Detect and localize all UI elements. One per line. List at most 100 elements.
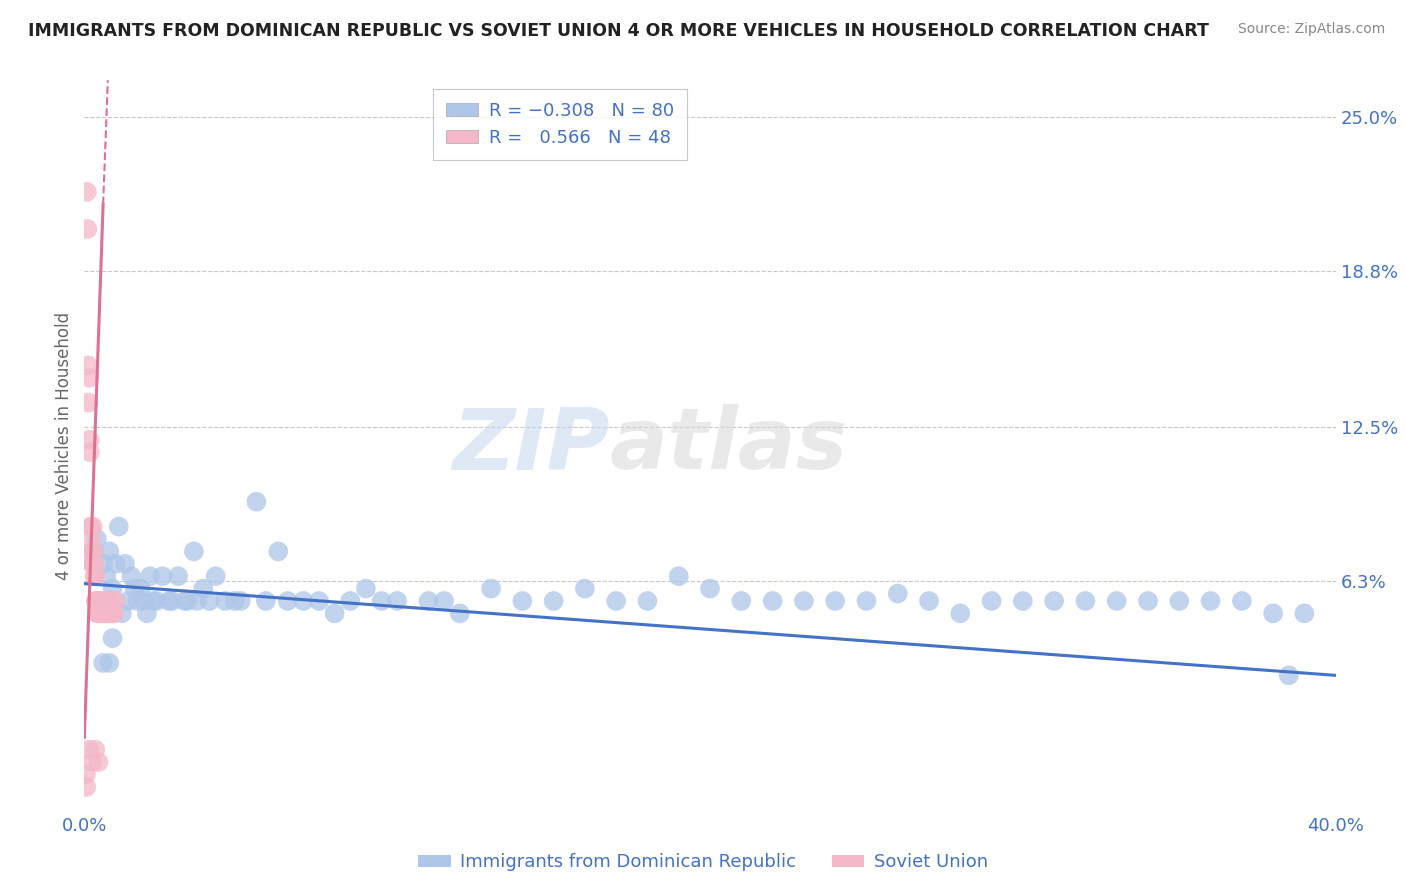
Point: [229, 594, 252, 608]
Point: [97, 594, 120, 608]
Point: [86, 594, 108, 608]
Point: [89, 594, 111, 608]
Point: [730, 594, 752, 608]
Point: [76, 222, 98, 236]
Legend: Immigrants from Dominican Republic, Soviet Union: Immigrants from Dominican Republic, Sovi…: [411, 847, 995, 879]
Point: [980, 594, 1002, 608]
Point: [84, 743, 107, 757]
Text: ZIP: ZIP: [453, 404, 610, 488]
Point: [79, 433, 101, 447]
Point: [793, 594, 815, 608]
Point: [75, 780, 97, 794]
Point: [245, 495, 267, 509]
Point: [292, 594, 315, 608]
Point: [1168, 594, 1191, 608]
Point: [100, 594, 122, 608]
Point: [83, 557, 105, 571]
Point: [1294, 607, 1316, 621]
Point: [449, 607, 471, 621]
Point: [224, 594, 246, 608]
Point: [76, 185, 98, 199]
Point: [103, 607, 125, 621]
Point: [75, 767, 97, 781]
Point: [267, 544, 290, 558]
Point: [101, 631, 124, 645]
Legend: R = −0.308   N = 80, R =   0.566   N = 48: R = −0.308 N = 80, R = 0.566 N = 48: [433, 89, 686, 160]
Text: atlas: atlas: [610, 404, 848, 488]
Point: [91, 607, 114, 621]
Point: [173, 594, 195, 608]
Point: [136, 607, 159, 621]
Point: [277, 594, 299, 608]
Point: [433, 594, 456, 608]
Point: [418, 594, 440, 608]
Point: [91, 594, 114, 608]
Point: [824, 594, 846, 608]
Point: [93, 607, 115, 621]
Point: [79, 445, 101, 459]
Point: [83, 544, 105, 558]
Point: [129, 582, 152, 596]
Point: [89, 594, 111, 608]
Point: [101, 607, 124, 621]
Point: [91, 656, 114, 670]
Point: [479, 582, 502, 596]
Point: [198, 594, 221, 608]
Point: [107, 519, 129, 533]
Point: [385, 594, 409, 608]
Point: [214, 594, 236, 608]
Point: [1043, 594, 1066, 608]
Point: [127, 594, 149, 608]
Point: [339, 594, 361, 608]
Point: [160, 594, 183, 608]
Point: [98, 544, 121, 558]
Point: [124, 582, 146, 596]
Point: [574, 582, 596, 596]
Point: [86, 532, 108, 546]
Point: [543, 594, 565, 608]
Point: [637, 594, 659, 608]
Point: [145, 594, 167, 608]
Point: [86, 607, 108, 621]
Point: [97, 607, 120, 621]
Point: [254, 594, 277, 608]
Point: [370, 594, 392, 608]
Point: [918, 594, 941, 608]
Point: [79, 519, 101, 533]
Point: [77, 743, 100, 757]
Point: [512, 594, 534, 608]
Text: IMMIGRANTS FROM DOMINICAN REPUBLIC VS SOVIET UNION 4 OR MORE VEHICLES IN HOUSEHO: IMMIGRANTS FROM DOMINICAN REPUBLIC VS SO…: [28, 22, 1209, 40]
Point: [84, 569, 107, 583]
Point: [104, 557, 127, 571]
Point: [668, 569, 690, 583]
Point: [82, 557, 104, 571]
Point: [120, 569, 142, 583]
Point: [96, 569, 118, 583]
Point: [98, 656, 121, 670]
Point: [132, 594, 155, 608]
Point: [1136, 594, 1159, 608]
Point: [84, 594, 107, 608]
Point: [887, 586, 910, 600]
Point: [77, 395, 100, 409]
Point: [96, 607, 118, 621]
Point: [152, 569, 174, 583]
Point: [142, 594, 165, 608]
Point: [111, 607, 134, 621]
Point: [323, 607, 346, 621]
Point: [762, 594, 785, 608]
Point: [87, 755, 110, 769]
Point: [186, 594, 208, 608]
Point: [82, 519, 104, 533]
Point: [98, 607, 121, 621]
Point: [80, 544, 103, 558]
Point: [82, 755, 104, 769]
Point: [83, 569, 105, 583]
Point: [354, 582, 377, 596]
Point: [1074, 594, 1097, 608]
Point: [139, 569, 162, 583]
Point: [1105, 594, 1128, 608]
Point: [91, 557, 114, 571]
Point: [90, 607, 112, 621]
Point: [104, 594, 127, 608]
